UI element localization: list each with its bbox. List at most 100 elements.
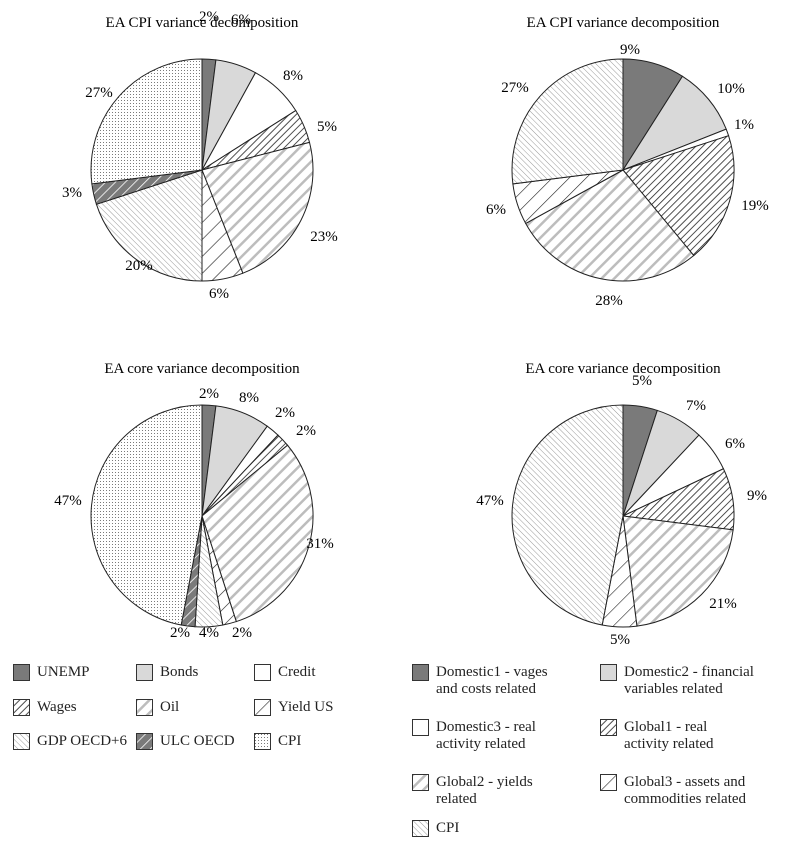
pie-slice	[95, 169, 203, 282]
legend-swatch	[13, 664, 30, 681]
legend-swatch	[412, 774, 429, 791]
legend-item: GDP OECD+6	[13, 733, 127, 750]
legend-label: Global3 - assets and commodities related	[624, 774, 747, 807]
pie-slice	[90, 404, 203, 626]
legend-label: Oil	[160, 699, 180, 715]
legend-item: Credit	[254, 664, 316, 681]
legend-swatch	[13, 699, 30, 716]
slice-label: 2%	[275, 405, 295, 421]
legend-swatch	[600, 664, 617, 681]
slice-label: 8%	[239, 390, 259, 406]
legend-item: Bonds	[136, 664, 198, 681]
slice-label: 47%	[476, 493, 504, 509]
slice-label: 9%	[747, 488, 767, 504]
slice-label: 3%	[62, 185, 82, 201]
legend-label: Credit	[278, 664, 316, 680]
pie-slice	[622, 515, 734, 627]
legend-label: GDP OECD+6	[37, 733, 127, 749]
slice-label: 6%	[209, 286, 229, 302]
pie-slice	[511, 58, 624, 185]
chart-title: EA CPI variance decomposition	[527, 15, 720, 31]
legend-swatch	[600, 774, 617, 791]
slice-label: 2%	[296, 423, 316, 439]
legend-item: CPI	[412, 820, 459, 837]
chart-title: EA core variance decomposition	[525, 361, 721, 377]
legend-label: ULC OECD	[160, 733, 235, 749]
legend-label: Domestic2 - financial variables related	[624, 664, 754, 697]
legend-swatch	[254, 733, 271, 750]
legend-label: Domestic3 - real activity related	[436, 719, 536, 752]
slice-label: 6%	[231, 12, 251, 28]
legend-swatch	[412, 719, 429, 736]
slice-label: 2%	[170, 625, 190, 641]
slice-label: 31%	[306, 536, 334, 552]
legend-item: ULC OECD	[136, 733, 235, 750]
legend-label: Global2 - yields related	[436, 774, 533, 807]
legend-item: Yield US	[254, 699, 333, 716]
slice-label: 6%	[725, 436, 745, 452]
slice-label: 7%	[686, 398, 706, 414]
legend-label: Global1 - real activity related	[624, 719, 714, 752]
pie-slice	[90, 58, 203, 185]
legend-item: Domestic3 - real activity related	[412, 719, 536, 753]
pie-chart-2: EA CPI variance decomposition 9% 10% 1% 19% 2…	[486, 15, 769, 309]
legend-swatch	[600, 719, 617, 736]
legend-label: UNEMP	[37, 664, 90, 680]
legend-label: Domestic1 - vages and costs related	[436, 664, 548, 697]
slice-label: 5%	[317, 119, 337, 135]
pie-chart-4: EA core variance decomposition5%7%6%9%21…	[476, 361, 767, 648]
slice-label: 10%	[717, 81, 745, 97]
slice-label: 1%	[734, 117, 754, 133]
slice-label: 2%	[199, 9, 219, 25]
legend-label: Wages	[37, 699, 77, 715]
slice-label: 23%	[310, 229, 338, 245]
legend-item: Global1 - real activity related	[600, 719, 714, 753]
slice-label: 20%	[125, 258, 153, 274]
pie-slice	[201, 141, 314, 274]
legend-item: Domestic1 - vages and costs related	[412, 664, 548, 698]
legend-item: Wages	[13, 699, 77, 716]
legend-swatch	[136, 664, 153, 681]
slice-label: 2%	[232, 625, 252, 641]
legend-swatch	[136, 733, 153, 750]
slice-label: 6%	[486, 202, 506, 218]
legend-swatch	[254, 699, 271, 716]
legend-swatch	[412, 664, 429, 681]
legend-item: Domestic2 - financial variables related	[600, 664, 754, 698]
legend-swatch	[13, 733, 30, 750]
slice-label: 28%	[595, 293, 623, 309]
slice-label: 8%	[283, 68, 303, 84]
slice-label: 4%	[199, 625, 219, 641]
legend-swatch	[136, 699, 153, 716]
legend-label: Bonds	[160, 664, 199, 680]
legend-swatch	[412, 820, 429, 837]
slice-label: 5%	[632, 373, 652, 389]
slice-label: 47%	[54, 493, 82, 509]
slice-label: 5%	[610, 632, 630, 648]
slice-label: 21%	[709, 596, 737, 612]
slice-label: 27%	[501, 80, 529, 96]
legend-item: Oil	[136, 699, 179, 716]
pie-slice	[511, 404, 624, 626]
chart-title: EA core variance decomposition	[104, 361, 300, 377]
pie-slice	[201, 444, 314, 623]
legend-label: CPI	[278, 733, 302, 749]
legend-label: Yield US	[278, 699, 334, 715]
slice-label: 2%	[199, 386, 219, 402]
pie-slice	[622, 135, 735, 257]
legend-swatch	[254, 664, 271, 681]
slice-label: 9%	[620, 42, 640, 58]
legend-item: Global2 - yields related	[412, 774, 533, 808]
legend-item: UNEMP	[13, 664, 90, 681]
legend-label: CPI	[436, 820, 460, 836]
legend-item: CPI	[254, 733, 301, 750]
legend-item: Global3 - assets and commodities related	[600, 774, 746, 808]
slice-label: 27%	[85, 85, 113, 101]
chart-title: EA CPI variance decomposition	[106, 15, 299, 31]
slice-label: 19%	[741, 198, 769, 214]
